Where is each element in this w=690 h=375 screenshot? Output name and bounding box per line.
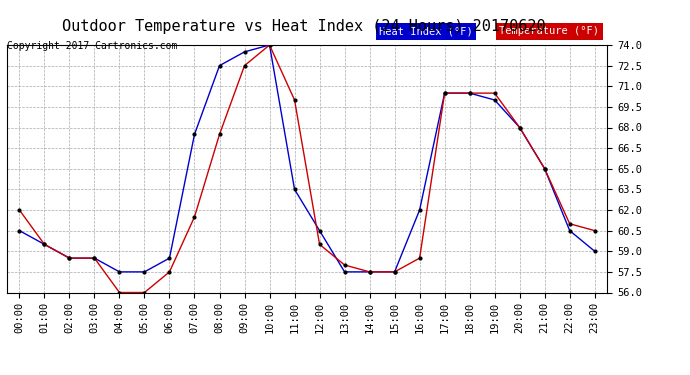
Text: Temperature (°F): Temperature (°F) [499, 26, 599, 36]
Text: Copyright 2017 Cartronics.com: Copyright 2017 Cartronics.com [7, 41, 177, 51]
Text: Heat Index (°F): Heat Index (°F) [379, 26, 473, 36]
Text: Outdoor Temperature vs Heat Index (24 Hours) 20170620: Outdoor Temperature vs Heat Index (24 Ho… [62, 19, 545, 34]
